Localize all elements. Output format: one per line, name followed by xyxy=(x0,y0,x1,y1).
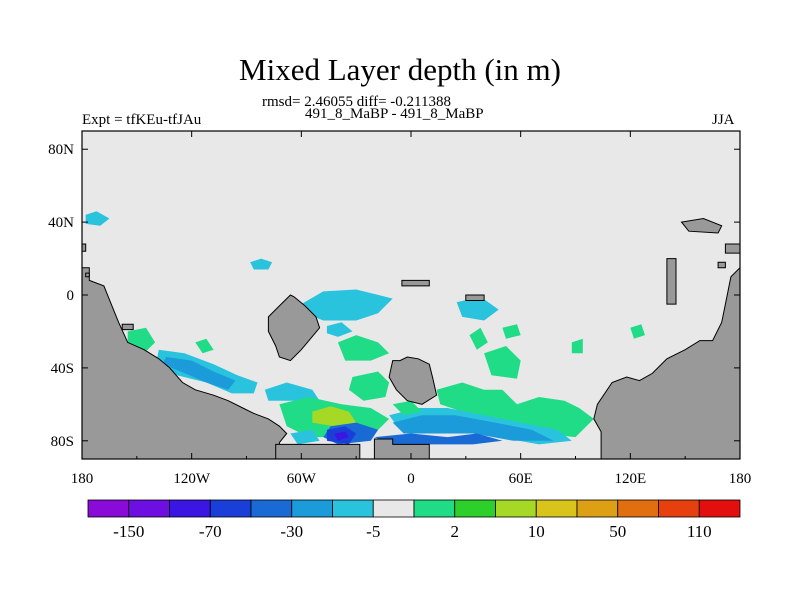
anomaly-region xyxy=(337,335,390,361)
colorbar-label: 110 xyxy=(687,522,712,541)
land-layer xyxy=(82,217,740,459)
anomaly-region xyxy=(484,346,521,379)
axis-layer: 180 120W 60W 0 60E 120E 180 80N 40N 0 40S 80S xyxy=(48,131,751,487)
land-mask xyxy=(666,258,677,305)
land-mask xyxy=(401,279,430,287)
y-tick-label: 0 xyxy=(67,288,75,304)
colorbar-swatch xyxy=(658,499,700,518)
anomaly-region xyxy=(290,429,320,445)
colorbar-swatch xyxy=(535,499,578,518)
y-tick-label: 80S xyxy=(51,434,74,450)
land-mask xyxy=(373,438,430,459)
colorbar-label: -70 xyxy=(199,522,222,541)
colorbar-label: 2 xyxy=(451,522,460,541)
colorbar-swatch xyxy=(617,499,659,518)
chart-title: Mixed Layer depth (in m) xyxy=(239,52,561,87)
season-label: JJA xyxy=(712,112,735,128)
colorbar-swatch xyxy=(209,499,252,518)
x-tick-label: 60W xyxy=(287,471,317,487)
colorbar-swatch xyxy=(698,499,741,518)
colorbar-swatch xyxy=(169,499,211,518)
land-mask xyxy=(465,294,485,301)
colorbar-swatch xyxy=(128,499,170,518)
anomaly-region xyxy=(195,338,214,354)
y-tick-label: 40N xyxy=(48,215,74,231)
anomaly-region xyxy=(392,400,422,416)
colorbar-label: -30 xyxy=(280,522,303,541)
colorbar-label: -5 xyxy=(366,522,380,541)
x-tick-label: 180 xyxy=(729,471,752,487)
anomaly-region xyxy=(571,338,583,354)
anomaly-region xyxy=(334,431,349,441)
land-mask xyxy=(267,294,321,362)
anomaly-region xyxy=(469,327,488,350)
colorbar-swatch xyxy=(332,499,374,518)
colorbar-swatch xyxy=(291,499,333,518)
colorbar-label: 10 xyxy=(528,522,545,541)
x-tick-label: 180 xyxy=(71,471,94,487)
anomaly-region xyxy=(250,258,273,270)
x-tick-label: 120E xyxy=(614,471,646,487)
colorbar: -150 -70 -30 -5 2 10 50 110 xyxy=(87,499,741,541)
colorbar-swatch xyxy=(372,499,415,518)
anomaly-region xyxy=(502,324,521,339)
land-mask xyxy=(82,243,87,252)
anomaly-region xyxy=(456,296,499,321)
colorbar-swatch xyxy=(495,499,537,518)
y-tick-label: 40S xyxy=(51,361,74,377)
land-mask xyxy=(680,217,723,234)
anomaly-region xyxy=(264,382,320,401)
anomaly-region xyxy=(436,382,594,438)
land-mask xyxy=(388,356,438,405)
land-mask xyxy=(121,323,134,331)
anomaly-region xyxy=(326,322,353,337)
colorbar-swatch xyxy=(87,499,130,518)
rmsd-diff-label: rmsd= 2.46055 diff= -0.211388 xyxy=(262,94,451,110)
x-tick-label: 0 xyxy=(407,471,415,487)
land-mask xyxy=(593,266,740,459)
land-mask xyxy=(82,267,288,459)
anomaly-region xyxy=(392,415,554,441)
land-mask xyxy=(85,272,90,278)
land-mask xyxy=(724,243,740,254)
colorbar-swatch xyxy=(576,499,619,518)
anomaly-region xyxy=(85,211,110,226)
colorbar-swatch xyxy=(413,499,456,518)
anomaly-region xyxy=(162,357,236,390)
x-tick-label: 120W xyxy=(173,471,211,487)
experiment-label: Expt = tfKEu-tfJAu xyxy=(82,112,202,128)
colorbar-swatch xyxy=(454,499,496,518)
colorbar-swatch xyxy=(250,499,293,518)
chart-subtitle: 491_8_MaBP - 491_8_MaBP xyxy=(305,106,484,122)
colorbar-label: -150 xyxy=(113,522,144,541)
land-mask xyxy=(275,443,361,459)
colorbar-label: 50 xyxy=(609,522,626,541)
anomaly-region xyxy=(630,324,645,339)
land-mask xyxy=(717,261,726,269)
anomaly-region xyxy=(348,371,390,401)
anomaly-region xyxy=(312,406,357,427)
anomaly-region xyxy=(301,289,393,321)
anomaly-region xyxy=(374,433,503,445)
x-tick-label: 60E xyxy=(509,471,533,487)
y-tick-label: 80N xyxy=(48,142,74,158)
anomaly-layer xyxy=(85,211,645,445)
